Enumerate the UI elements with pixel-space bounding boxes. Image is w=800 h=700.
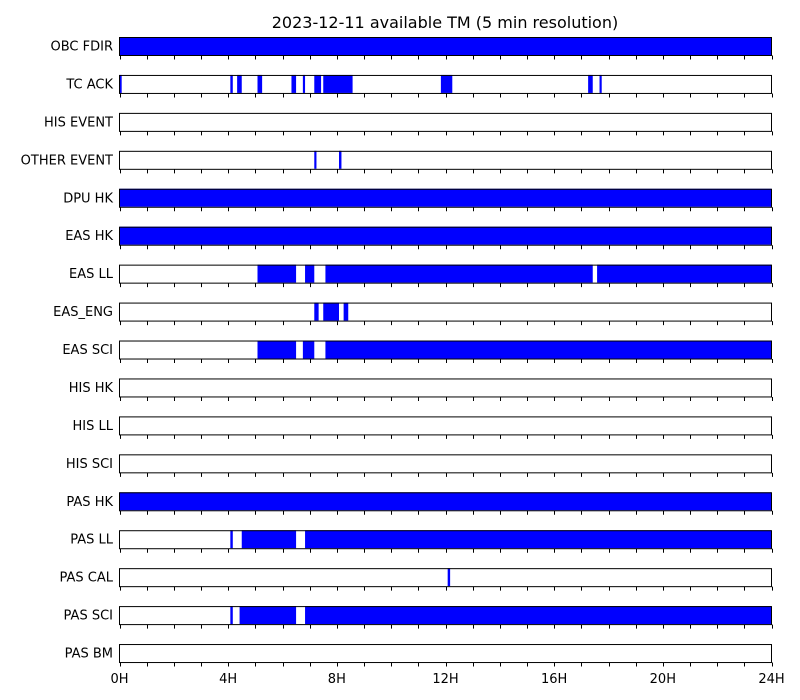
timeline-row: PAS SCI bbox=[64, 606, 773, 629]
timeline-row: OTHER EVENT bbox=[21, 150, 773, 174]
availability-segment bbox=[239, 606, 297, 625]
availability-segment bbox=[440, 74, 453, 93]
timeline-row: EAS SCI bbox=[62, 340, 773, 364]
availability-segment bbox=[314, 150, 317, 169]
row-frame bbox=[119, 226, 772, 246]
x-tick-label: 8H bbox=[328, 672, 346, 687]
availability-segment bbox=[257, 264, 297, 283]
availability-segment bbox=[343, 302, 349, 321]
availability-segment bbox=[323, 74, 353, 93]
row-label: EAS LL bbox=[69, 267, 114, 282]
row-frame bbox=[119, 416, 772, 436]
row-label: EAS HK bbox=[65, 229, 113, 244]
timeline-row: EAS LL bbox=[69, 264, 773, 288]
timeline-row: OBC FDIR bbox=[51, 37, 773, 60]
row-label: PAS BM bbox=[65, 647, 113, 662]
timeline-row: DPU HK bbox=[63, 188, 773, 212]
timeline-row: HIS LL bbox=[73, 416, 773, 439]
timeline-row: HIS HK bbox=[69, 378, 773, 401]
row-label: EAS SCI bbox=[62, 343, 113, 358]
availability-segment bbox=[230, 530, 233, 549]
row-frame bbox=[119, 188, 772, 208]
timeline-row: TC ACK bbox=[65, 74, 773, 98]
row-label: HIS LL bbox=[73, 419, 114, 434]
timeline-row: EAS_ENG bbox=[53, 302, 773, 326]
availability-segment bbox=[237, 74, 242, 93]
row-label: DPU HK bbox=[63, 191, 113, 206]
availability-segment bbox=[119, 74, 122, 93]
timeline-row: PAS LL bbox=[70, 530, 773, 553]
row-label: HIS EVENT bbox=[44, 115, 113, 130]
row-frame bbox=[119, 378, 772, 398]
row-label: OTHER EVENT bbox=[21, 153, 113, 168]
row-label: PAS HK bbox=[66, 495, 113, 510]
timeline-row: PAS HK bbox=[66, 492, 773, 515]
x-tick-label: 16H bbox=[541, 672, 567, 687]
row-label: HIS HK bbox=[69, 381, 114, 396]
x-tick-label: 4H bbox=[219, 672, 237, 687]
timeline-row: PAS BM bbox=[65, 644, 773, 667]
availability-segment bbox=[119, 492, 772, 511]
availability-segment bbox=[302, 340, 315, 359]
row-frame bbox=[119, 454, 772, 474]
row-frame bbox=[119, 264, 772, 284]
row-frame bbox=[119, 606, 772, 626]
row-frame bbox=[119, 74, 772, 94]
availability-segment bbox=[257, 340, 297, 359]
timeline-row: HIS SCI bbox=[66, 454, 773, 477]
availability-segment bbox=[323, 302, 340, 321]
row-frame bbox=[119, 530, 772, 550]
row-frame bbox=[119, 302, 772, 322]
availability-segment bbox=[588, 74, 593, 93]
availability-segment bbox=[119, 226, 772, 245]
x-tick-label: 12H bbox=[432, 672, 458, 687]
chart-title: 2023-12-11 available TM (5 min resolutio… bbox=[272, 13, 618, 32]
row-label: EAS_ENG bbox=[53, 305, 113, 320]
availability-segment bbox=[599, 74, 602, 93]
row-frame bbox=[119, 37, 772, 56]
availability-segment bbox=[339, 150, 342, 169]
availability-segment bbox=[305, 530, 772, 549]
availability-segment bbox=[119, 188, 772, 207]
timeline-row: PAS CAL bbox=[60, 568, 773, 591]
availability-segment bbox=[302, 74, 306, 93]
availability-segment bbox=[314, 302, 319, 321]
x-tick-label: 20H bbox=[650, 672, 676, 687]
availability-segment bbox=[597, 264, 772, 283]
availability-segment bbox=[325, 340, 772, 359]
availability-segment bbox=[230, 606, 233, 625]
availability-segment bbox=[325, 264, 593, 283]
row-frame bbox=[119, 340, 772, 360]
availability-segment bbox=[305, 264, 315, 283]
timeline-row: HIS EVENT bbox=[44, 112, 773, 136]
row-label: HIS SCI bbox=[66, 457, 113, 472]
x-tick-label: 24H bbox=[758, 672, 784, 687]
timeline-row: EAS HK bbox=[65, 226, 773, 250]
row-frame bbox=[119, 112, 772, 132]
row-label: TC ACK bbox=[65, 77, 113, 92]
availability-segment bbox=[257, 74, 263, 93]
row-label: PAS SCI bbox=[64, 609, 113, 624]
availability-segment bbox=[305, 606, 772, 625]
row-label: PAS CAL bbox=[60, 571, 114, 586]
availability-segment bbox=[241, 530, 297, 549]
x-tick-label: 0H bbox=[110, 672, 128, 687]
x-axis: 0H 4H 8H 12H 16H 20H 24H bbox=[110, 672, 784, 687]
availability-segment bbox=[447, 568, 451, 587]
row-label: PAS LL bbox=[70, 533, 114, 548]
availability-segment bbox=[230, 74, 233, 93]
availability-segment bbox=[291, 74, 297, 93]
row-frame bbox=[119, 492, 772, 512]
row-frame bbox=[119, 644, 772, 664]
row-frame bbox=[119, 150, 772, 170]
row-label: OBC FDIR bbox=[51, 40, 114, 55]
timeline-rows: OBC FDIR TC ACK HIS EVENT OTHER EVENT DPU HK… bbox=[21, 37, 773, 667]
availability-segment bbox=[314, 74, 322, 93]
row-frame bbox=[119, 568, 772, 588]
availability-segment bbox=[119, 37, 772, 55]
